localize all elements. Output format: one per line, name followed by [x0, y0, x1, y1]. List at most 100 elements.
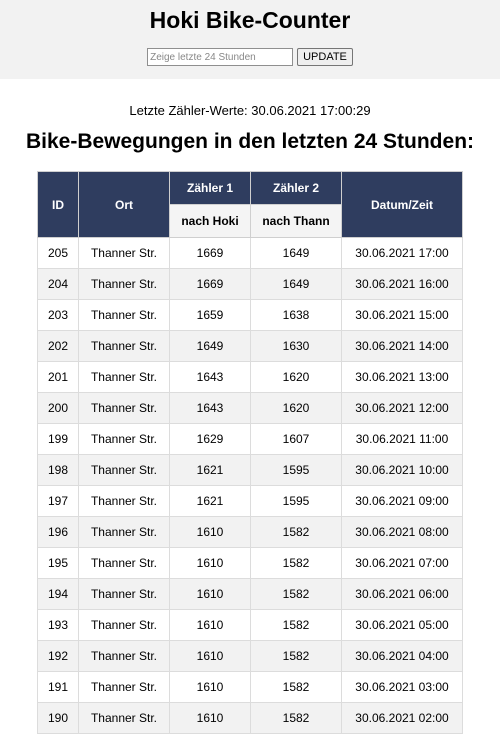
header-counter-2-direction: nach Thann [250, 204, 342, 238]
cell-ort: Thanner Str. [78, 268, 170, 300]
cell-ort: Thanner Str. [78, 423, 170, 455]
cell-counter-1: 1621 [169, 454, 251, 486]
cell-ort: Thanner Str. [78, 485, 170, 517]
table-row: 190 Thanner Str. 1610 1582 30.06.2021 02:00 [37, 702, 463, 734]
cell-id: 196 [37, 516, 79, 548]
header-counter-1: Zähler 1 [169, 171, 251, 205]
cell-id: 193 [37, 609, 79, 641]
table-row: 205 Thanner Str. 1669 1649 30.06.2021 17:00 [37, 237, 463, 269]
cell-ort: Thanner Str. [78, 578, 170, 610]
table-row: 197 Thanner Str. 1621 1595 30.06.2021 09:00 [37, 485, 463, 517]
cell-datetime: 30.06.2021 11:00 [341, 423, 463, 455]
cell-datetime: 30.06.2021 06:00 [341, 578, 463, 610]
cell-datetime: 30.06.2021 15:00 [341, 299, 463, 331]
cell-datetime: 30.06.2021 05:00 [341, 609, 463, 641]
table-row: 194 Thanner Str. 1610 1582 30.06.2021 06:00 [37, 578, 463, 610]
cell-id: 200 [37, 392, 79, 424]
header-id: ID [37, 171, 79, 238]
cell-counter-2: 1620 [250, 361, 342, 393]
cell-id: 191 [37, 671, 79, 703]
cell-ort: Thanner Str. [78, 361, 170, 393]
cell-counter-2: 1595 [250, 454, 342, 486]
cell-counter-1: 1610 [169, 516, 251, 548]
cell-counter-1: 1610 [169, 671, 251, 703]
cell-counter-2: 1582 [250, 702, 342, 734]
cell-counter-1: 1610 [169, 640, 251, 672]
cell-counter-2: 1607 [250, 423, 342, 455]
table-row: 201 Thanner Str. 1643 1620 30.06.2021 13:00 [37, 361, 463, 393]
cell-counter-2: 1582 [250, 547, 342, 579]
cell-id: 203 [37, 299, 79, 331]
cell-ort: Thanner Str. [78, 330, 170, 362]
cell-datetime: 30.06.2021 14:00 [341, 330, 463, 362]
cell-id: 198 [37, 454, 79, 486]
header-counter-1-direction: nach Hoki [169, 204, 251, 238]
page-title: Hoki Bike-Counter [149, 7, 351, 33]
cell-counter-2: 1649 [250, 268, 342, 300]
header-datetime: Datum/Zeit [341, 171, 463, 238]
cell-ort: Thanner Str. [78, 702, 170, 734]
last-counter-values: Letzte Zähler-Werte: 30.06.2021 17:00:29 [129, 103, 371, 118]
cell-counter-1: 1669 [169, 237, 251, 269]
table-row: 191 Thanner Str. 1610 1582 30.06.2021 03:00 [37, 671, 463, 703]
table-row: 195 Thanner Str. 1610 1582 30.06.2021 07:00 [37, 547, 463, 579]
cell-ort: Thanner Str. [78, 299, 170, 331]
cell-counter-1: 1659 [169, 299, 251, 331]
cell-id: 190 [37, 702, 79, 734]
cell-counter-1: 1621 [169, 485, 251, 517]
cell-ort: Thanner Str. [78, 237, 170, 269]
cell-datetime: 30.06.2021 08:00 [341, 516, 463, 548]
cell-ort: Thanner Str. [78, 609, 170, 641]
header-counter-2: Zähler 2 [250, 171, 342, 205]
table-row: 193 Thanner Str. 1610 1582 30.06.2021 05:00 [37, 609, 463, 641]
cell-counter-1: 1629 [169, 423, 251, 455]
cell-counter-2: 1620 [250, 392, 342, 424]
cell-counter-2: 1582 [250, 609, 342, 641]
cell-id: 204 [37, 268, 79, 300]
cell-ort: Thanner Str. [78, 640, 170, 672]
cell-ort: Thanner Str. [78, 671, 170, 703]
cell-counter-1: 1610 [169, 547, 251, 579]
table-row: 204 Thanner Str. 1669 1649 30.06.2021 16:00 [37, 268, 463, 300]
cell-counter-1: 1649 [169, 330, 251, 362]
cell-id: 202 [37, 330, 79, 362]
cell-counter-1: 1643 [169, 392, 251, 424]
table-row: 199 Thanner Str. 1629 1607 30.06.2021 11:00 [37, 423, 463, 455]
cell-counter-1: 1669 [169, 268, 251, 300]
cell-counter-2: 1582 [250, 671, 342, 703]
cell-datetime: 30.06.2021 09:00 [341, 485, 463, 517]
table-row: 200 Thanner Str. 1643 1620 30.06.2021 12:00 [37, 392, 463, 424]
cell-counter-1: 1610 [169, 609, 251, 641]
cell-datetime: 30.06.2021 03:00 [341, 671, 463, 703]
cell-id: 195 [37, 547, 79, 579]
table-row: 198 Thanner Str. 1621 1595 30.06.2021 10:00 [37, 454, 463, 486]
table-row: 196 Thanner Str. 1610 1582 30.06.2021 08:00 [37, 516, 463, 548]
cell-datetime: 30.06.2021 02:00 [341, 702, 463, 734]
cell-ort: Thanner Str. [78, 547, 170, 579]
cell-counter-2: 1649 [250, 237, 342, 269]
table-row: 202 Thanner Str. 1649 1630 30.06.2021 14:00 [37, 330, 463, 362]
cell-datetime: 30.06.2021 17:00 [341, 237, 463, 269]
cell-counter-2: 1595 [250, 485, 342, 517]
page-header: Hoki Bike-Counter UPDATE [0, 0, 500, 79]
cell-counter-2: 1582 [250, 578, 342, 610]
table-row: 192 Thanner Str. 1610 1582 30.06.2021 04:00 [37, 640, 463, 672]
cell-datetime: 30.06.2021 12:00 [341, 392, 463, 424]
cell-id: 197 [37, 485, 79, 517]
cell-datetime: 30.06.2021 04:00 [341, 640, 463, 672]
cell-counter-2: 1582 [250, 640, 342, 672]
hours-input[interactable] [147, 48, 294, 66]
cell-ort: Thanner Str. [78, 454, 170, 486]
cell-id: 199 [37, 423, 79, 455]
cell-datetime: 30.06.2021 13:00 [341, 361, 463, 393]
cell-counter-2: 1630 [250, 330, 342, 362]
cell-id: 194 [37, 578, 79, 610]
search-row: UPDATE [0, 48, 500, 66]
section-title: Bike-Bewegungen in den letzten 24 Stunde… [25, 130, 475, 153]
cell-ort: Thanner Str. [78, 392, 170, 424]
cell-id: 201 [37, 361, 79, 393]
cell-id: 192 [37, 640, 79, 672]
cell-counter-1: 1643 [169, 361, 251, 393]
update-button[interactable]: UPDATE [297, 48, 353, 66]
bike-counts-table: ID Ort Zähler 1 Zähler 2 Datum/Zeit nach… [37, 171, 463, 734]
